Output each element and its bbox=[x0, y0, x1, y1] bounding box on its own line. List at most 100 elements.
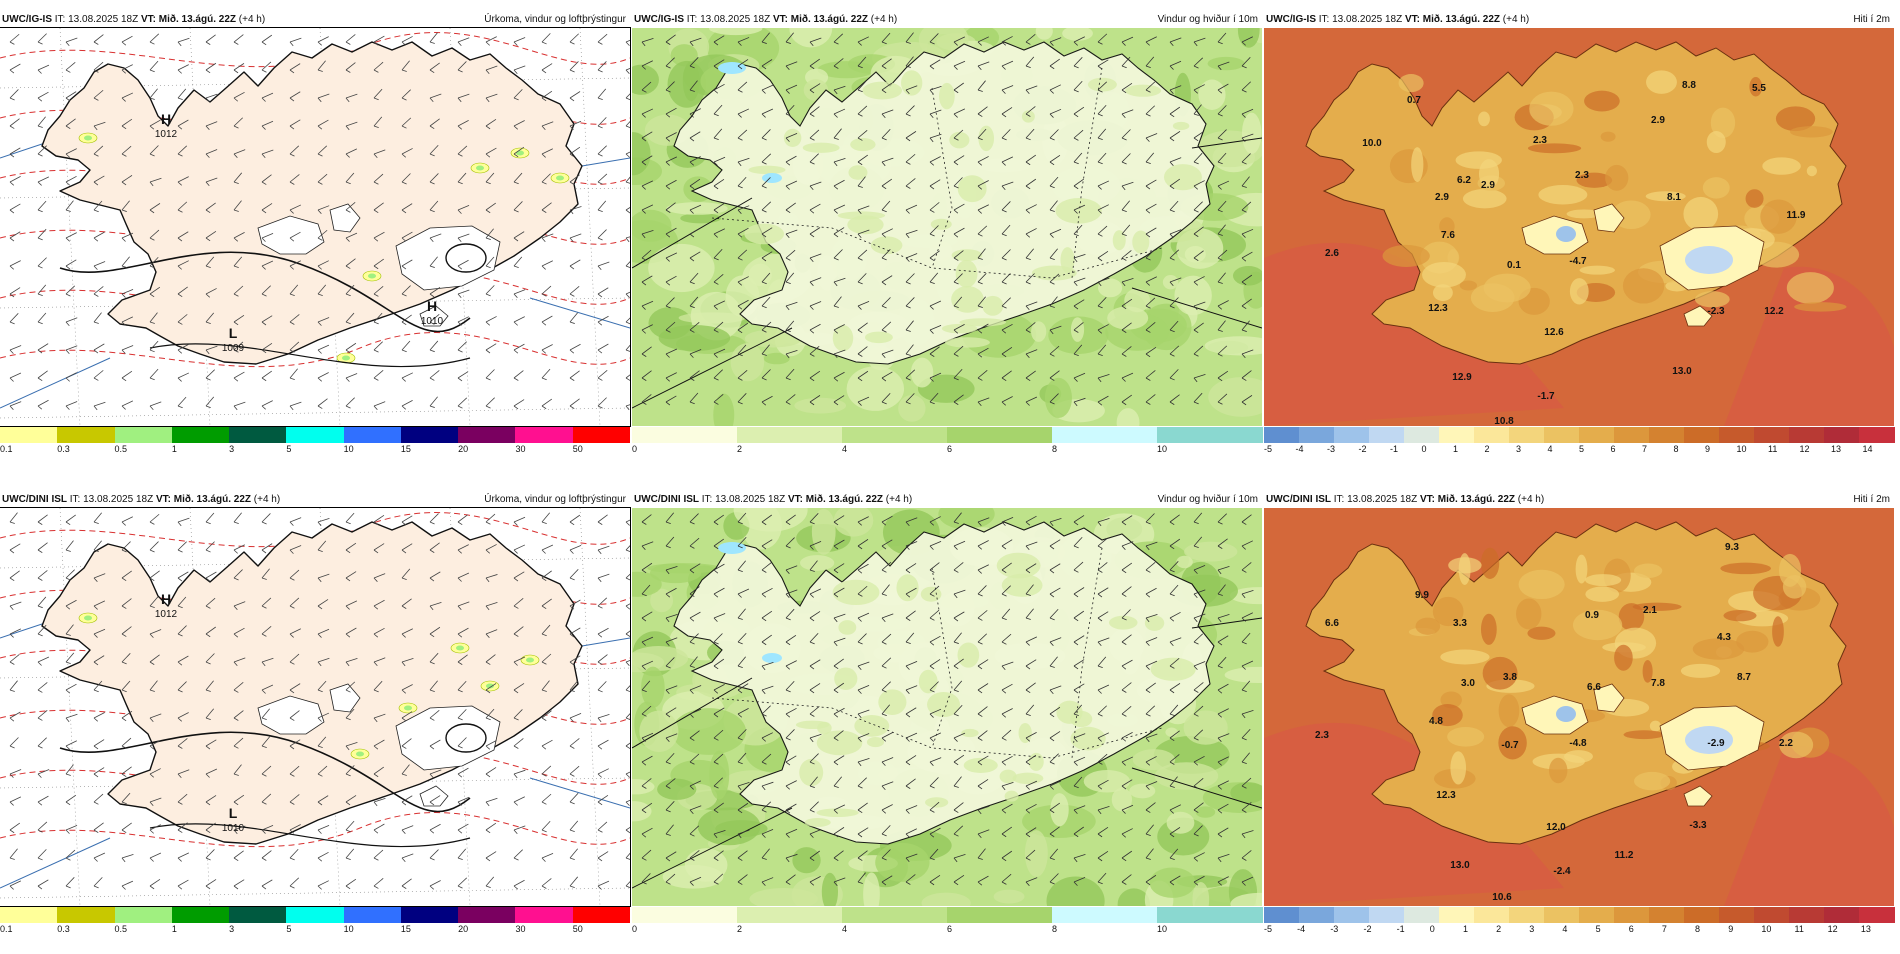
colorbar-tick-label: 10 bbox=[343, 444, 354, 454]
colorbar-tick-label: 8 bbox=[1052, 444, 1058, 454]
temperature-label: -2.4 bbox=[1553, 866, 1571, 877]
colorbar-swatch bbox=[343, 427, 402, 443]
colorbar-swatch bbox=[632, 907, 738, 923]
colorbar-swatch bbox=[1369, 907, 1405, 923]
init-time: 13.08.2025 18Z bbox=[715, 494, 786, 505]
wind-colorbar: 0 2 4 6 8 10 bbox=[632, 427, 1263, 454]
colorbar-swatch bbox=[343, 907, 402, 923]
temp-panel-bottom: UWC/DINI ISL IT: 13.08.2025 18Z VT: Mið.… bbox=[1264, 492, 1895, 954]
colorbar-swatch bbox=[171, 907, 230, 923]
temperature-label: 7.6 bbox=[1441, 230, 1455, 241]
colorbar-tick-label: 5 bbox=[1595, 924, 1601, 934]
temperature-label: 2.6 bbox=[1325, 248, 1339, 259]
temperature-label: 6.6 bbox=[1587, 682, 1601, 693]
colorbar-tick-label: 2 bbox=[1496, 924, 1502, 934]
colorbar-swatch bbox=[1404, 427, 1440, 443]
colorbar-swatch bbox=[1299, 907, 1335, 923]
temperature-label: 5.5 bbox=[1752, 83, 1766, 94]
colorbar-swatch bbox=[1789, 907, 1825, 923]
colorbar-tick-label: 5 bbox=[286, 444, 292, 454]
colorbar-swatch bbox=[1649, 427, 1685, 443]
colorbar-tick-label: -2 bbox=[1358, 444, 1367, 454]
panel-title: Vindur og hviður í 10m bbox=[1157, 494, 1258, 505]
temperature-label: 10.0 bbox=[1362, 138, 1382, 149]
colorbar-tick-label: 3 bbox=[229, 924, 235, 934]
colorbar-swatch bbox=[1334, 907, 1370, 923]
temperature-label: 12.2 bbox=[1764, 306, 1784, 317]
temperature-label: 2.2 bbox=[1779, 738, 1793, 749]
panel-header: UWC/DINI ISL IT: 13.08.2025 18Z VT: Mið.… bbox=[1264, 492, 1894, 508]
temperature-label: 9.9 bbox=[1415, 590, 1429, 601]
init-time: 13.08.2025 18Z bbox=[700, 14, 771, 25]
wind-map[interactable] bbox=[632, 508, 1262, 906]
colorbar-swatch bbox=[1544, 907, 1580, 923]
model-name: UWC/IG-IS bbox=[634, 14, 684, 25]
colorbar-tick-label: 12 bbox=[1799, 444, 1810, 454]
temp-map[interactable]: 0.7 8.8 5.5 10.0 2.9 2.3 2.9 6.2 2.9 2.3 8.1 11.9 7.… bbox=[1264, 28, 1894, 426]
colorbar-tick-label: 0.5 bbox=[114, 924, 128, 934]
temp-colorbar: -5 -4 -3 -2 -1 0 1 2 3 4 5 6 7 8 9 10 11 12 13 bbox=[1264, 907, 1895, 934]
pressure-center-value: 1009 bbox=[222, 343, 245, 354]
colorbar-swatch bbox=[1509, 427, 1545, 443]
temperature-label: 2.3 bbox=[1533, 135, 1547, 146]
precip-colorbar: 0.1 0.3 0.5 1 3 5 10 15 20 30 50 bbox=[0, 907, 631, 934]
colorbar-swatch bbox=[1157, 427, 1263, 443]
lead-time: (+4 h) bbox=[238, 14, 266, 25]
colorbar-swatch bbox=[842, 907, 948, 923]
vt-label: VT: bbox=[140, 14, 156, 25]
colorbar-tick-label: 6 bbox=[1610, 444, 1616, 454]
temperature-label: -4.8 bbox=[1569, 738, 1587, 749]
precip-panel-bottom: UWC/DINI ISL IT: 13.08.2025 18Z VT: Mið.… bbox=[0, 492, 631, 954]
colorbar-swatch bbox=[114, 427, 173, 443]
temperature-label: 8.7 bbox=[1737, 672, 1751, 683]
colorbar-tick-label: 6 bbox=[1628, 924, 1634, 934]
temperature-label: 11.2 bbox=[1615, 850, 1634, 861]
temperature-label: 2.3 bbox=[1315, 730, 1329, 741]
precip-map[interactable]: H 1012 L 1009 H 1010 bbox=[0, 27, 631, 427]
vt-label: VT: bbox=[1419, 494, 1435, 505]
it-label: IT: bbox=[686, 14, 698, 25]
wind-map[interactable] bbox=[632, 28, 1262, 426]
temperature-label: 10.6 bbox=[1492, 892, 1512, 903]
valid-time: Mið. 13.ágú. 22Z bbox=[1437, 494, 1515, 505]
wind-panel-top: UWC/IG-IS IT: 13.08.2025 18Z VT: Mið. 13… bbox=[632, 12, 1263, 474]
colorbar-swatch bbox=[1369, 427, 1405, 443]
colorbar-swatch bbox=[1859, 907, 1895, 923]
precip-map[interactable]: H 1012 L 1010 bbox=[0, 507, 631, 907]
colorbar-tick-label: 7 bbox=[1661, 924, 1667, 934]
vt-label: VT: bbox=[1404, 14, 1420, 25]
temperature-label: 8.8 bbox=[1682, 80, 1696, 91]
vt-label: VT: bbox=[787, 494, 803, 505]
colorbar-tick-label: -3 bbox=[1327, 444, 1336, 454]
colorbar-swatch bbox=[1824, 907, 1860, 923]
lead-time: (+4 h) bbox=[253, 494, 281, 505]
panel-title: Hiti í 2m bbox=[1853, 14, 1890, 25]
colorbar-tick-label: 4 bbox=[842, 924, 848, 934]
colorbar-swatch bbox=[1404, 907, 1440, 923]
colorbar-tick-label: 15 bbox=[400, 924, 411, 934]
panel-header: UWC/IG-IS IT: 13.08.2025 18Z VT: Mið. 13… bbox=[632, 12, 1262, 28]
temp-map[interactable]: 9.3 9.9 2.1 6.6 3.3 0.9 4.3 3.0 3.8 6.6 7.8 8.7 4.8 2… bbox=[1264, 508, 1894, 906]
precip-panel-top: UWC/IG-IS IT: 13.08.2025 18Z VT: Mið. 13… bbox=[0, 12, 631, 474]
colorbar-tick-label: 4 bbox=[1547, 444, 1553, 454]
colorbar-tick-label: 0.3 bbox=[57, 924, 70, 934]
colorbar-tick-label: 6 bbox=[947, 924, 953, 934]
colorbar-tick-label: 5 bbox=[1579, 444, 1585, 454]
colorbar-tick-label: 10 bbox=[343, 924, 354, 934]
colorbar-swatch bbox=[1719, 427, 1755, 443]
colorbar-swatch bbox=[1264, 907, 1300, 923]
pressure-center-value: 1012 bbox=[155, 129, 178, 140]
colorbar-tick-label: 50 bbox=[572, 444, 583, 454]
colorbar-tick-label: 1 bbox=[171, 444, 177, 454]
temperature-label: 12.3 bbox=[1428, 303, 1448, 314]
temperature-label: -3.3 bbox=[1689, 820, 1707, 831]
colorbar-tick-label: 13 bbox=[1831, 444, 1842, 454]
colorbar-tick-label: 8 bbox=[1673, 444, 1679, 454]
colorbar-swatch bbox=[1334, 427, 1370, 443]
colorbar-tick-label: 0 bbox=[632, 444, 638, 454]
colorbar-swatch bbox=[1614, 907, 1650, 923]
colorbar-swatch bbox=[1509, 907, 1545, 923]
lead-time: (+4 h) bbox=[870, 14, 898, 25]
colorbar-tick-label: 30 bbox=[515, 444, 526, 454]
colorbar-swatch bbox=[229, 907, 287, 923]
